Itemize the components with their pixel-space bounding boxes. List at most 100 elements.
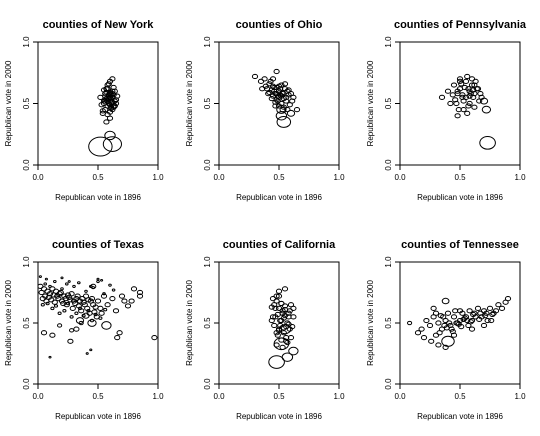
data-point: [476, 98, 483, 104]
data-point: [121, 298, 128, 304]
data-point: [489, 311, 496, 318]
data-point: [455, 321, 462, 327]
data-point: [86, 309, 91, 313]
data-point: [116, 330, 123, 336]
data-point: [278, 323, 292, 335]
data-point: [38, 275, 42, 278]
x-tick-label: 0.0: [213, 392, 225, 401]
data-point: [480, 322, 488, 329]
chart-title: counties of Ohio: [236, 19, 323, 31]
data-point: [80, 299, 87, 305]
data-point: [104, 302, 111, 308]
data-point: [414, 330, 422, 336]
data-point: [62, 309, 67, 313]
data-point: [108, 283, 112, 287]
data-point: [275, 305, 283, 311]
data-point: [48, 355, 52, 359]
y-tick-label: 0.0: [384, 378, 393, 390]
data-point: [151, 335, 158, 341]
data-point: [60, 300, 67, 307]
data-point: [459, 92, 466, 98]
data-point: [285, 87, 292, 93]
data-points: [251, 68, 301, 128]
data-point: [428, 338, 435, 344]
data-point: [111, 103, 118, 109]
data-point: [278, 300, 285, 307]
data-point: [467, 319, 474, 325]
data-point: [466, 100, 473, 107]
data-point: [49, 332, 56, 338]
data-point: [104, 130, 116, 141]
data-point: [69, 315, 74, 319]
data-point: [273, 337, 290, 351]
data-point: [274, 332, 281, 338]
data-point: [274, 98, 281, 104]
data-point: [77, 281, 81, 285]
y-tick-label: 0.5: [203, 97, 212, 109]
data-point: [67, 297, 74, 303]
data-point: [68, 291, 75, 297]
data-point: [103, 307, 108, 312]
data-point: [460, 316, 467, 322]
data-point: [102, 136, 123, 152]
data-point: [102, 93, 109, 99]
data-point: [283, 94, 290, 100]
data-point: [279, 310, 286, 316]
data-point: [441, 335, 455, 347]
data-point: [426, 322, 434, 329]
data-point: [438, 94, 446, 100]
y-axis-label: Republican vote in 2000: [185, 60, 194, 146]
data-point: [75, 317, 85, 324]
data-point: [60, 276, 64, 280]
data-points: [268, 286, 299, 369]
data-point: [69, 328, 75, 333]
data-point: [474, 305, 482, 311]
x-tick-label: 1.0: [152, 392, 164, 401]
data-point: [53, 304, 59, 308]
data-point: [74, 311, 79, 315]
data-point: [38, 283, 44, 289]
data-point: [269, 296, 277, 302]
data-point: [450, 314, 458, 320]
data-point: [44, 277, 48, 281]
data-point: [88, 136, 113, 157]
data-point: [471, 82, 478, 88]
y-tick-label: 1.0: [203, 36, 212, 48]
data-point: [504, 296, 512, 302]
data-point: [293, 107, 301, 113]
x-tick-label: 1.0: [514, 392, 526, 401]
data-point: [251, 73, 259, 80]
data-point: [259, 86, 266, 92]
data-point: [67, 280, 71, 283]
data-point: [40, 302, 45, 307]
data-point: [268, 95, 275, 102]
data-point: [271, 322, 278, 329]
data-point: [272, 314, 279, 320]
data-point: [60, 287, 64, 291]
x-tick-label: 0.0: [394, 392, 406, 401]
data-point: [452, 97, 459, 103]
data-point: [468, 76, 476, 82]
data-point: [483, 310, 490, 316]
x-tick-label: 0.5: [92, 173, 104, 182]
data-point: [423, 317, 430, 324]
data-point: [101, 321, 112, 330]
data-point: [458, 81, 465, 87]
data-point: [64, 292, 72, 298]
chart-panel: counties of Ohio 0.0 0.5 1.0 0.0 0.5 1.0 Republ…: [185, 19, 345, 202]
data-point: [40, 286, 48, 292]
data-point: [77, 306, 83, 311]
data-point: [43, 282, 48, 286]
data-point: [281, 286, 289, 292]
data-point: [275, 83, 283, 89]
data-point: [114, 335, 121, 341]
data-point: [435, 342, 442, 348]
chart-panel: counties of Texas 0.0 0.5 1.0 0.0 0.5 1.0 Repub…: [4, 239, 164, 421]
data-point: [69, 305, 76, 311]
y-tick-label: 1.0: [384, 36, 393, 48]
data-point: [444, 88, 452, 94]
x-tick-label: 0.0: [213, 173, 225, 182]
data-points: [438, 73, 496, 150]
data-point: [465, 103, 472, 109]
chart-title: counties of Texas: [52, 239, 144, 251]
